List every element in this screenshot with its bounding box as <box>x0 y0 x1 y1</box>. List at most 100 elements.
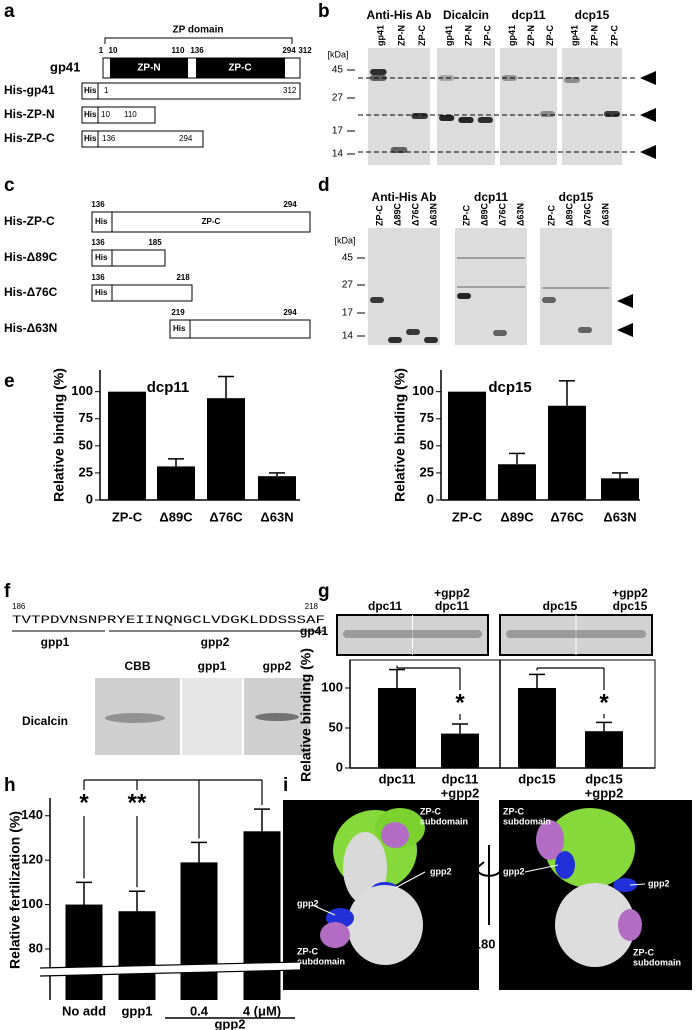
bar <box>258 476 296 500</box>
x-tick-label: 0.4 <box>190 1003 209 1018</box>
construct-name: His-Δ89C <box>4 250 58 264</box>
panel-label: b <box>318 1 330 22</box>
y-tick-label: 100 <box>21 896 43 911</box>
tag-label: His <box>173 324 186 333</box>
position: 185 <box>148 238 162 247</box>
axis-break <box>39 961 301 969</box>
structure-label: gpp2 <box>297 898 319 908</box>
lane-label: Δ63N <box>428 203 438 226</box>
y-axis-label: Relative fertilization (%) <box>7 811 23 969</box>
x-tick-label: dpc15 <box>518 771 556 786</box>
x-tick-label: Δ63N <box>260 509 293 524</box>
lane-label: Δ63N <box>515 203 525 226</box>
x-tick-label: ZP-C <box>452 509 483 524</box>
x-tick-label: dpc11 <box>442 771 479 786</box>
tag-label: His <box>84 86 97 95</box>
band <box>458 117 474 123</box>
panel-label: e <box>4 371 15 392</box>
lane-label: dpc11 <box>368 599 402 613</box>
blot-title: Anti-His Ab <box>372 190 437 204</box>
marker-label: 45 <box>332 65 344 76</box>
construct-name: His-Δ63N <box>4 321 57 335</box>
blot <box>500 48 557 165</box>
x-tick-label: dpc11 <box>379 771 416 786</box>
domain-label: ZP-C <box>202 217 221 226</box>
band <box>255 713 299 721</box>
position: 218 <box>305 602 319 611</box>
subdomain: ZP-C <box>228 63 251 74</box>
structure-right <box>499 800 692 990</box>
construct-name: His-gp41 <box>4 83 55 97</box>
bar <box>518 688 556 768</box>
x-group-label: gpp2 <box>214 1016 245 1030</box>
lane-label: gp41 <box>507 25 517 46</box>
x-tick-label: Δ76C <box>550 509 584 524</box>
y-tick-label: 25 <box>420 464 434 479</box>
lane-label: +gpp2 <box>612 586 648 600</box>
x-tick-label: ZP-C <box>112 509 143 524</box>
bar <box>601 478 639 500</box>
band <box>424 337 438 343</box>
construct-box <box>169 319 311 339</box>
position: 10 <box>101 110 110 119</box>
blot <box>437 48 495 165</box>
band <box>370 69 387 75</box>
unit-label: [kDa] <box>334 235 355 245</box>
panel-label: g <box>318 581 330 602</box>
lane-label: dpc15 <box>543 599 578 613</box>
tag-label: His <box>84 134 97 143</box>
band <box>439 115 455 121</box>
lane-label: gp41 <box>444 25 454 46</box>
significance-label: * <box>455 689 465 716</box>
position: 186 <box>12 602 26 611</box>
tag-label: His <box>95 217 108 226</box>
x-tick-label: dpc15 <box>585 771 623 786</box>
structure-label: ZP-C <box>420 806 441 816</box>
lane-label: Δ89C <box>564 203 574 226</box>
y-axis-label: Relative binding (%) <box>298 648 314 782</box>
position: 294 <box>179 134 193 143</box>
bar <box>118 911 156 1000</box>
construct-box <box>81 130 204 148</box>
lane-label: dpc15 <box>613 599 648 613</box>
significance-label: * <box>599 689 609 716</box>
marker-label: 17 <box>342 308 354 319</box>
band <box>457 257 525 259</box>
position: 136 <box>91 200 105 209</box>
bar <box>498 464 536 500</box>
position: 218 <box>176 273 190 282</box>
lane-label: ZP-C <box>609 25 619 46</box>
band <box>542 297 556 303</box>
blot-title: dcp15 <box>559 190 594 204</box>
marker-label: 45 <box>342 253 354 264</box>
structure-label: gpp2 <box>648 878 670 888</box>
construct-name: His-ZP-C <box>4 131 55 145</box>
tag-label: His <box>95 253 108 262</box>
subdomain: ZP-N <box>137 63 160 74</box>
construct-box <box>91 211 311 233</box>
lane-label: Δ76C <box>497 203 507 226</box>
lane-label: Δ89C <box>479 203 489 226</box>
position: 1 <box>99 46 104 55</box>
x-tick-label: 4 (μM) <box>243 1003 281 1018</box>
panel-label: i <box>283 775 288 796</box>
bar <box>157 466 195 500</box>
x-tick-label: +gpp2 <box>441 785 480 800</box>
marker-label: 17 <box>332 126 344 137</box>
construct-name: His-Δ76C <box>4 285 58 299</box>
bar <box>108 391 146 500</box>
x-tick-label: +gpp2 <box>585 785 624 800</box>
gap <box>479 930 499 960</box>
rotation-symbol <box>474 845 502 925</box>
blot-title: Anti-His Ab <box>367 8 432 22</box>
lane-label: Δ63N <box>600 203 610 226</box>
panel-label: d <box>318 175 330 196</box>
band <box>370 297 384 303</box>
lane-label: gpp2 <box>263 659 292 673</box>
band <box>457 286 525 288</box>
lane-label: dpc11 <box>435 599 469 613</box>
subdomain-box <box>196 58 285 78</box>
blot-title: Dicalcin <box>443 8 489 22</box>
structure-label: gpp2 <box>503 866 525 876</box>
